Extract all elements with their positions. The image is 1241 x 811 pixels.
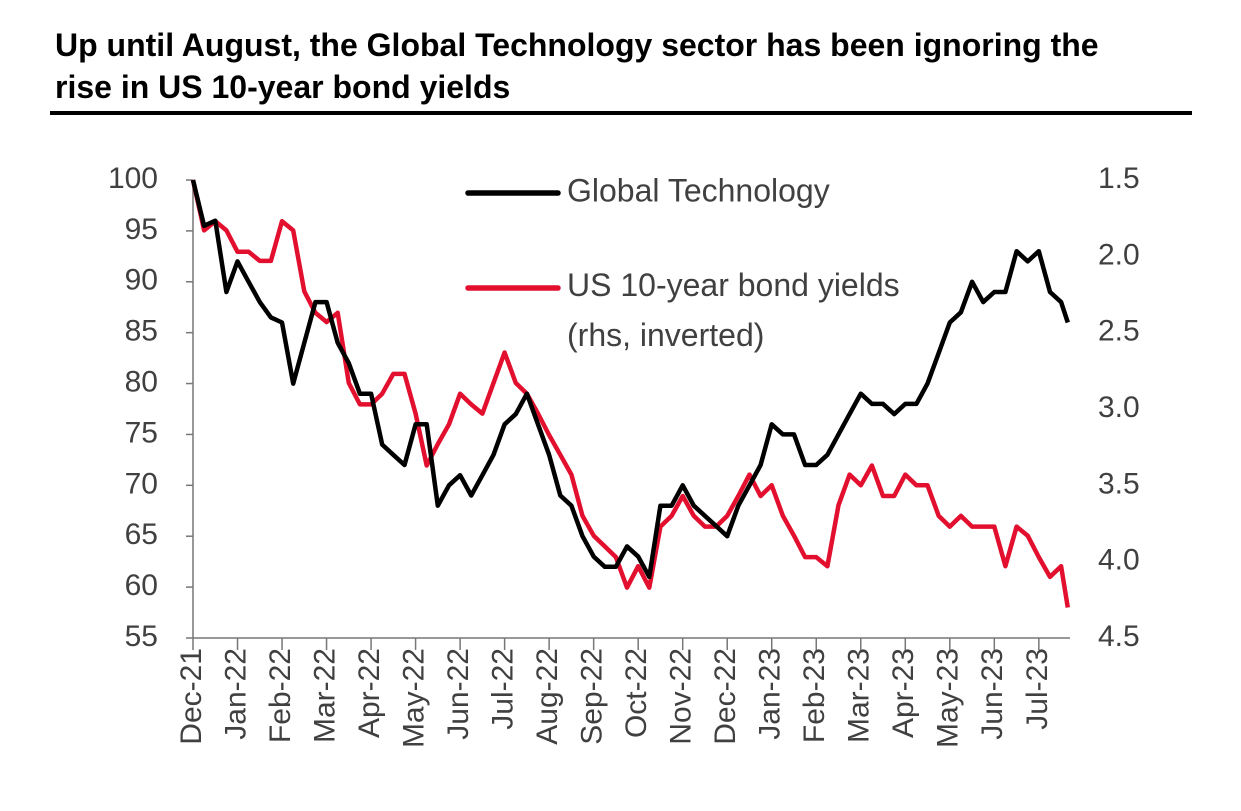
legend-label: US 10-year bond yields (rhs, inverted): [567, 267, 909, 353]
y2-tick-label: 2.5: [1098, 315, 1140, 348]
y-tick-label: 95: [125, 213, 158, 246]
x-tick-label: May-23: [932, 648, 965, 748]
y-tick-label: 60: [125, 569, 158, 602]
y2-tick-label: 3.0: [1098, 391, 1140, 424]
x-tick-label: Jul-23: [1021, 648, 1054, 730]
y2-tick-label: 4.5: [1098, 620, 1140, 653]
y-tick-label: 55: [125, 620, 158, 653]
x-tick-label: Mar-22: [308, 648, 341, 743]
chart-title: Up until August, the Global Technology s…: [55, 27, 1099, 105]
y2-tick-label: 1.5: [1098, 162, 1140, 195]
x-tick-label: Jan-23: [754, 648, 787, 740]
y-tick-label: 80: [125, 365, 158, 398]
x-tick-label: Jan-22: [219, 648, 252, 740]
y-tick-label: 85: [125, 315, 158, 348]
x-tick-label: Feb-22: [264, 648, 297, 743]
y-tick-label: 75: [125, 416, 158, 449]
x-tick-label: Dec-21: [175, 648, 208, 745]
legend-label: Global Technology: [567, 172, 830, 208]
series-line: [190, 179, 1070, 580]
y-tick-label: 100: [108, 162, 158, 195]
y2-tick-label: 2.0: [1098, 238, 1140, 271]
x-tick-label: Apr-23: [887, 648, 920, 738]
x-tick-label: Jul-22: [487, 648, 520, 730]
x-tick-label: Apr-22: [353, 648, 386, 738]
x-tick-label: Sep-22: [576, 648, 609, 745]
y2-tick-label: 4.0: [1098, 544, 1140, 577]
x-tick-label: Feb-23: [798, 648, 831, 743]
x-tick-label: May-22: [398, 648, 431, 748]
x-tick-label: Mar-23: [843, 648, 876, 743]
series-line: [190, 179, 1071, 608]
x-tick-label: Dec-22: [709, 648, 742, 745]
x-tick-label: Nov-22: [665, 648, 698, 745]
x-tick-label: Jun-23: [976, 648, 1009, 740]
x-tick-label: Oct-22: [620, 648, 653, 738]
x-tick-label: Aug-22: [531, 648, 564, 745]
y-tick-label: 90: [125, 264, 158, 297]
x-tick-label: Jun-22: [442, 648, 475, 740]
y2-tick-label: 3.5: [1098, 467, 1140, 500]
y-tick-label: 65: [125, 518, 158, 551]
y-tick-label: 70: [125, 467, 158, 500]
